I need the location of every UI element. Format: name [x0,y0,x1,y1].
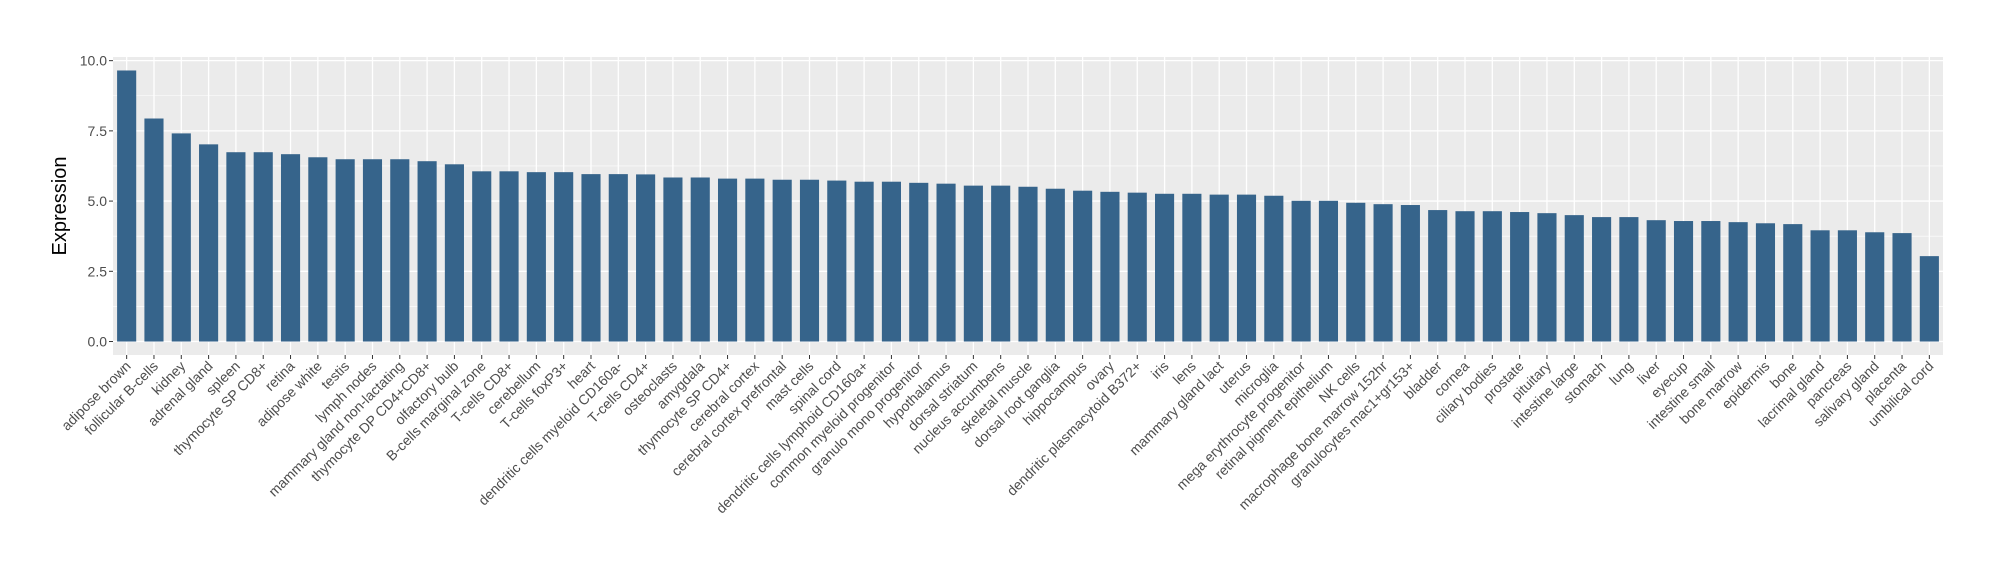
bar [1291,200,1311,342]
bar [362,159,383,342]
bar [772,179,792,342]
y-axis: 0.0 2.5 5.0 7.5 10.0 [80,53,113,350]
bar [1755,223,1776,342]
bar [745,178,765,342]
bar [1865,232,1885,342]
y-tick-label: 2.5 [88,263,108,279]
bar [1428,210,1448,342]
bar [1045,188,1065,342]
bar [1537,213,1557,342]
bar [526,172,546,342]
y-tick-label: 0.0 [88,334,108,350]
bar [690,177,710,342]
y-axis-title: Expression [49,157,71,256]
bar [308,157,328,342]
bar [581,174,601,342]
bar [827,180,847,342]
bar [1482,211,1502,342]
bar [1510,212,1530,342]
bar [390,159,410,342]
bar [1155,193,1175,342]
bar [663,177,683,342]
bar [1810,230,1830,342]
bar [936,183,956,342]
y-tick-label: 7.5 [88,123,108,139]
bar [1619,217,1639,342]
bar [1837,230,1857,342]
bar [1673,221,1694,342]
bar [1346,202,1366,342]
bar [444,164,464,342]
bar [1400,205,1420,342]
bar [253,152,273,342]
bar [881,181,901,342]
bar [1728,222,1748,342]
bar [199,144,219,342]
bar [417,161,437,342]
bar [1264,195,1284,342]
bar [854,181,874,342]
bar [1701,221,1721,342]
bar [499,171,519,342]
bar [1919,256,1939,342]
bar [1100,191,1120,342]
bar [226,152,246,342]
bar [1236,194,1257,342]
bar [963,185,983,342]
bar [1783,224,1803,342]
bar [117,70,137,342]
bar [991,185,1011,342]
bar [280,154,301,342]
bar [717,178,738,342]
bar [1318,200,1339,342]
y-tick-label: 10.0 [80,53,107,69]
bar [1592,217,1612,342]
bar [1564,215,1584,342]
bar [1455,211,1475,342]
bar [1182,193,1202,342]
bars [117,70,1939,342]
bar [472,171,492,342]
bar [1127,192,1147,342]
bar [1018,186,1038,342]
bar [144,118,164,342]
bar [1892,233,1912,342]
bar [1646,220,1666,342]
bar [799,179,820,342]
bar [1073,190,1093,342]
bar [1373,204,1393,342]
bar [335,159,355,342]
bar [636,174,656,342]
bar [909,182,929,342]
bar [1209,194,1229,342]
bar [554,172,574,342]
bar [608,174,628,342]
y-tick-label: 5.0 [88,193,108,209]
bar [171,133,191,342]
